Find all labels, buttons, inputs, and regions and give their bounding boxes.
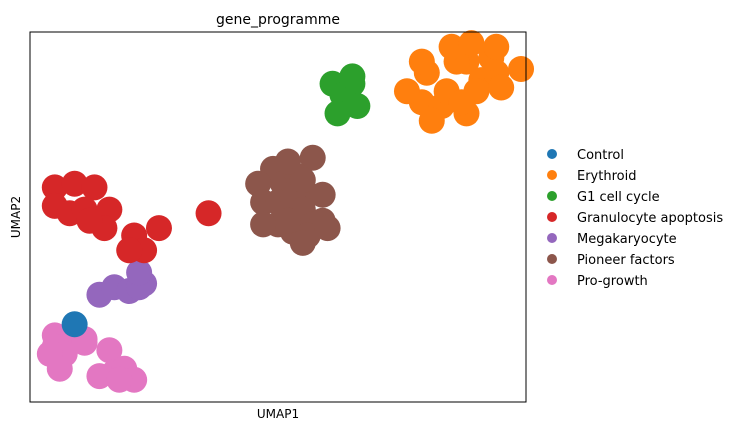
- point-erythroid: [448, 89, 475, 116]
- point-erythroid: [483, 33, 510, 60]
- legend-marker-erythroid: [547, 170, 557, 180]
- point-pioneer-factors: [314, 215, 341, 242]
- point-erythroid: [438, 33, 465, 60]
- point-pioneer-factors: [289, 229, 316, 256]
- point-pioneer-factors: [299, 144, 326, 171]
- x-axis-label: UMAP1: [257, 407, 299, 421]
- legend-marker-pro-growth: [547, 275, 557, 285]
- point-granulocyte-apoptosis: [145, 215, 172, 242]
- legend-marker-pioneer-factors: [547, 254, 557, 264]
- point-g1-cell-cycle: [339, 63, 366, 90]
- point-g1-cell-cycle: [324, 100, 351, 127]
- point-granulocyte-apoptosis: [81, 174, 108, 201]
- point-granulocyte-apoptosis: [116, 237, 143, 264]
- legend-label-pioneer-factors: Pioneer factors: [577, 253, 675, 268]
- legend-marker-megakaryocyte: [547, 233, 557, 243]
- point-erythroid: [508, 56, 535, 82]
- point-pro-growth: [46, 355, 73, 382]
- point-erythroid: [418, 107, 445, 134]
- point-pioneer-factors: [309, 181, 336, 208]
- point-pioneer-factors: [274, 207, 301, 234]
- legend-label-megakaryocyte: Megakaryocyte: [577, 232, 677, 247]
- legend-label-pro-growth: Pro-growth: [577, 274, 648, 289]
- y-axis-label: UMAP2: [9, 196, 23, 238]
- legend-marker-control: [547, 149, 557, 159]
- point-pro-growth: [106, 366, 133, 393]
- chart-title: gene_programme: [216, 12, 340, 28]
- point-g1-cell-cycle: [344, 93, 371, 119]
- legend-marker-g1-cell-cycle: [547, 191, 557, 201]
- point-erythroid: [408, 48, 435, 75]
- point-pioneer-factors: [250, 211, 277, 238]
- legend-label-granulocyte-apoptosis: Granulocyte apoptosis: [577, 211, 723, 226]
- point-pro-growth: [96, 337, 123, 364]
- point-erythroid: [393, 78, 420, 105]
- point-megakaryocyte: [126, 259, 153, 286]
- point-granulocyte-apoptosis: [76, 207, 103, 234]
- legend: Control Erythroid G1 cell cycle Granulocyte…: [547, 148, 723, 289]
- point-pioneer-factors: [289, 167, 316, 193]
- legend-label-control: Control: [577, 148, 624, 163]
- legend-label-erythroid: Erythroid: [577, 169, 636, 184]
- point-control: [61, 311, 88, 338]
- point-pioneer-factors: [274, 148, 301, 175]
- point-granulocyte-apoptosis: [61, 170, 88, 197]
- point-pro-growth: [86, 363, 113, 390]
- point-erythroid: [458, 30, 485, 57]
- point-granulocyte-apoptosis: [41, 174, 68, 201]
- points-layer: [36, 30, 535, 393]
- plot-frame: [29, 31, 527, 403]
- point-granulocyte-apoptosis: [195, 200, 222, 227]
- point-erythroid: [488, 74, 515, 101]
- legend-marker-granulocyte-apoptosis: [547, 212, 557, 222]
- legend-label-g1-cell-cycle: G1 cell cycle: [577, 190, 660, 205]
